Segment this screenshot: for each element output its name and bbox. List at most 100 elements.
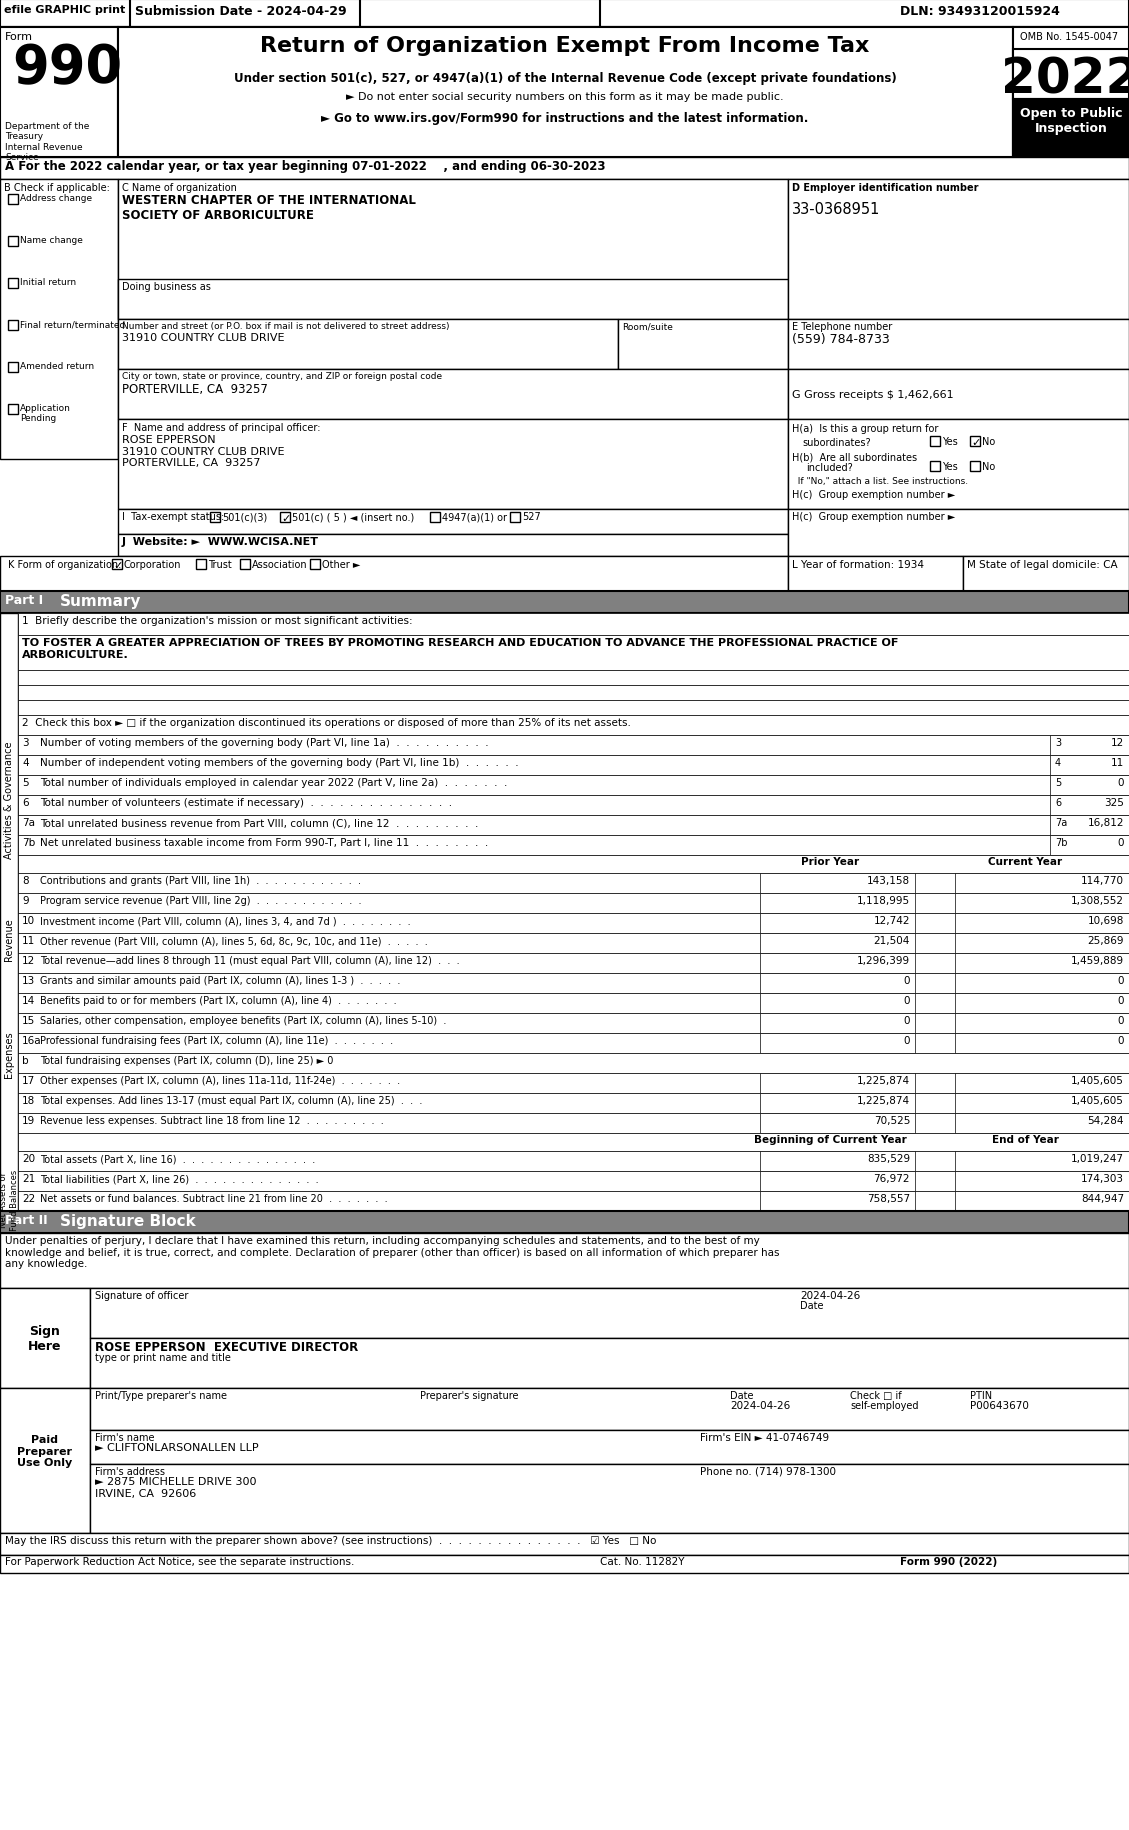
Text: Number of independent voting members of the governing body (Part VI, line 1b)  .: Number of independent voting members of … (40, 758, 518, 767)
Bar (955, 974, 1129, 994)
Text: P00643670: P00643670 (970, 1400, 1029, 1411)
Text: 1,459,889: 1,459,889 (1071, 955, 1124, 966)
Text: 21,504: 21,504 (874, 935, 910, 946)
Bar (18, 816, 1129, 836)
Bar (90, 1288, 1129, 1338)
Text: 13: 13 (21, 975, 35, 986)
Bar (112, 560, 122, 569)
Bar (18, 776, 1129, 796)
Text: 31910 COUNTRY CLUB DRIVE: 31910 COUNTRY CLUB DRIVE (122, 333, 285, 342)
Text: 7a: 7a (1054, 818, 1067, 827)
Bar (955, 1074, 1129, 1093)
Text: ► Do not enter social security numbers on this form as it may be made public.: ► Do not enter social security numbers o… (347, 92, 784, 102)
Bar (18, 756, 1129, 776)
Bar (0, 591, 1129, 613)
Bar (760, 933, 914, 953)
Text: Form: Form (5, 31, 33, 42)
Text: Total expenses. Add lines 13-17 (must equal Part IX, column (A), line 25)  .  . : Total expenses. Add lines 13-17 (must eq… (40, 1096, 422, 1105)
Text: ROSE EPPERSON
31910 COUNTRY CLUB DRIVE
PORTERVILLE, CA  93257: ROSE EPPERSON 31910 COUNTRY CLUB DRIVE P… (122, 436, 285, 468)
Text: Program service revenue (Part VIII, line 2g)  .  .  .  .  .  .  .  .  .  .  .  .: Program service revenue (Part VIII, line… (40, 895, 361, 906)
Text: IRVINE, CA  92606: IRVINE, CA 92606 (95, 1488, 196, 1499)
Text: 18: 18 (21, 1096, 35, 1105)
Text: Final return/terminated: Final return/terminated (20, 320, 125, 329)
Text: 758,557: 758,557 (867, 1193, 910, 1204)
Bar (18, 670, 1129, 686)
Text: G Gross receipts $ 1,462,661: G Gross receipts $ 1,462,661 (793, 390, 954, 399)
Text: Total number of individuals employed in calendar year 2022 (Part V, line 2a)  . : Total number of individuals employed in … (40, 778, 507, 787)
Bar (90, 1338, 1129, 1389)
Text: Firm's name: Firm's name (95, 1433, 155, 1442)
Bar (8, 320, 18, 331)
Text: 15: 15 (21, 1016, 35, 1025)
Bar (963, 556, 1129, 591)
Text: Firm's EIN ► 41-0746749: Firm's EIN ► 41-0746749 (700, 1433, 829, 1442)
Text: L Year of formation: 1934: L Year of formation: 1934 (793, 560, 924, 569)
Text: Other ►: Other ► (322, 560, 360, 569)
Text: J  Website: ►  WWW.WCISA.NET: J Website: ► WWW.WCISA.NET (122, 536, 320, 547)
Text: Yes: Yes (942, 437, 957, 447)
Text: Net assets or fund balances. Subtract line 21 from line 20  .  .  .  .  .  .  .: Net assets or fund balances. Subtract li… (40, 1193, 387, 1204)
Text: 16,812: 16,812 (1087, 818, 1124, 827)
Text: H(c)  Group exemption number ►: H(c) Group exemption number ► (793, 490, 955, 500)
Text: Signature of officer: Signature of officer (95, 1290, 189, 1301)
Bar (955, 913, 1129, 933)
Bar (599, 0, 1129, 27)
Bar (788, 179, 1129, 320)
Text: Room/suite: Room/suite (622, 322, 673, 331)
Text: 21: 21 (21, 1173, 35, 1184)
Bar (788, 370, 1129, 419)
Bar (18, 913, 1129, 933)
Text: Signature Block: Signature Block (60, 1213, 195, 1228)
Text: 143,158: 143,158 (867, 875, 910, 886)
Bar (18, 613, 1129, 635)
Text: Investment income (Part VIII, column (A), lines 3, 4, and 7d )  .  .  .  .  .  .: Investment income (Part VIII, column (A)… (40, 915, 411, 926)
Text: 0: 0 (903, 975, 910, 986)
Text: efile GRAPHIC print: efile GRAPHIC print (5, 5, 125, 15)
Text: B Check if applicable:: B Check if applicable: (5, 183, 110, 192)
Bar (130, 0, 360, 27)
Text: 114,770: 114,770 (1080, 875, 1124, 886)
Text: 12: 12 (1111, 737, 1124, 748)
Bar (119, 27, 1013, 157)
Text: Check □ if: Check □ if (850, 1391, 902, 1400)
Bar (18, 893, 1129, 913)
Text: Net unrelated business taxable income from Form 990-T, Part I, line 11  .  .  . : Net unrelated business taxable income fr… (40, 838, 488, 847)
Bar (760, 1014, 914, 1034)
Bar (955, 1171, 1129, 1191)
Bar (1050, 756, 1129, 776)
Bar (0, 556, 788, 591)
Bar (119, 320, 618, 370)
Text: 5: 5 (21, 778, 28, 787)
Bar (280, 512, 290, 523)
Bar (760, 994, 914, 1014)
Text: Other revenue (Part VIII, column (A), lines 5, 6d, 8c, 9c, 10c, and 11e)  .  .  : Other revenue (Part VIII, column (A), li… (40, 935, 428, 946)
Bar (0, 0, 1129, 27)
Text: Prior Year: Prior Year (800, 856, 859, 867)
Bar (955, 933, 1129, 953)
Text: 19: 19 (21, 1116, 35, 1125)
Text: 1,308,552: 1,308,552 (1071, 895, 1124, 906)
Bar (930, 461, 940, 472)
Text: H(c)  Group exemption number ►: H(c) Group exemption number ► (793, 512, 955, 522)
Text: 0: 0 (1118, 838, 1124, 847)
Text: Number of voting members of the governing body (Part VI, line 1a)  .  .  .  .  .: Number of voting members of the governin… (40, 737, 489, 748)
Bar (119, 370, 788, 419)
Text: 20: 20 (21, 1153, 35, 1164)
Bar (970, 437, 980, 447)
Text: Amended return: Amended return (20, 362, 94, 371)
Bar (119, 179, 788, 320)
Bar (18, 1093, 1129, 1113)
Bar (0, 613, 18, 1243)
Text: PTIN: PTIN (970, 1391, 992, 1400)
Text: Net Assets or
Fund Balances: Net Assets or Fund Balances (0, 1169, 19, 1230)
Bar (0, 1389, 90, 1534)
Text: Firm's address: Firm's address (95, 1466, 165, 1477)
Text: 12: 12 (21, 955, 35, 966)
Text: ✓: ✓ (971, 437, 980, 448)
Bar (119, 419, 788, 511)
Text: 14: 14 (21, 996, 35, 1005)
Text: City or town, state or province, country, and ZIP or foreign postal code: City or town, state or province, country… (122, 371, 443, 381)
Bar (760, 1113, 914, 1133)
Bar (430, 512, 440, 523)
Text: 17: 17 (21, 1076, 35, 1085)
